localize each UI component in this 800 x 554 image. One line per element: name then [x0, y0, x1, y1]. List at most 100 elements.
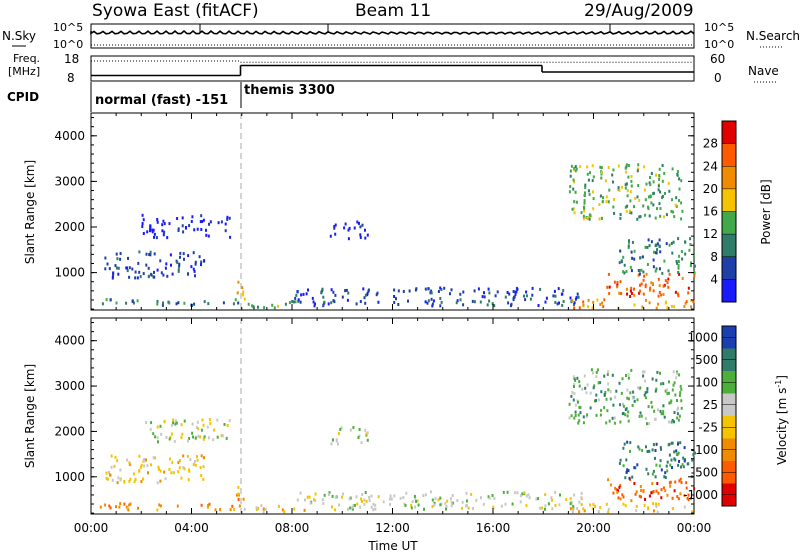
echo-cell — [606, 409, 609, 413]
echo-cell — [622, 446, 625, 450]
echo-cell — [579, 411, 582, 415]
echo-cell — [413, 494, 416, 498]
echo-cell — [645, 298, 647, 302]
echo-cell — [573, 200, 576, 204]
echo-cell — [651, 482, 654, 485]
echo-cell — [618, 461, 621, 465]
echo-cell — [161, 303, 164, 307]
echo-cell — [673, 411, 676, 414]
velocity-plot-frame — [90, 317, 695, 515]
echo-cell — [682, 456, 685, 460]
echo-cell — [669, 463, 672, 467]
echo-cell — [642, 490, 645, 494]
echo-cell — [639, 386, 642, 390]
echo-cell — [625, 163, 628, 167]
echo-cell — [693, 271, 696, 275]
echo-cell — [683, 459, 686, 463]
echo-cell — [603, 374, 606, 378]
echo-cell — [613, 280, 616, 284]
echo-cell — [658, 284, 661, 288]
echo-cell — [663, 475, 666, 479]
echo-cell — [440, 502, 443, 506]
echo-cell — [226, 424, 229, 427]
echo-cell — [628, 476, 631, 480]
echo-cell — [574, 190, 577, 194]
echo-cell — [675, 376, 678, 380]
echo-cell — [142, 477, 144, 481]
echo-cell — [539, 506, 542, 510]
echo-cell — [588, 192, 591, 196]
echo-cell — [347, 291, 350, 295]
echo-cell — [670, 458, 673, 462]
echo-cell — [619, 249, 622, 253]
echo-cell — [589, 391, 592, 395]
echo-cell — [629, 199, 632, 203]
echo-cell — [183, 257, 185, 261]
echo-cell — [571, 207, 574, 211]
echo-cell — [672, 240, 675, 244]
y-tick-label: 1000 — [54, 266, 85, 280]
echo-cell — [651, 472, 654, 476]
echo-cell — [558, 301, 560, 305]
echo-cell — [364, 301, 367, 305]
echo-cell — [126, 266, 128, 270]
echo-cell — [643, 188, 646, 192]
echo-cell — [200, 474, 203, 478]
echo-cell — [630, 175, 633, 178]
echo-cell — [583, 509, 586, 513]
echo-cell — [592, 502, 595, 506]
echo-cell — [152, 456, 155, 460]
echo-cell — [162, 301, 164, 305]
colorbar-swatch — [722, 234, 736, 258]
echo-cell — [675, 452, 678, 456]
echo-cell — [673, 215, 676, 219]
echo-cell — [630, 292, 633, 295]
echo-cell — [635, 504, 638, 508]
echo-cell — [633, 287, 635, 291]
echo-cell — [171, 460, 174, 464]
echo-cell — [653, 250, 655, 254]
echo-cell — [110, 454, 113, 458]
echo-cell — [293, 300, 295, 304]
echo-cell — [187, 478, 190, 482]
echo-cell — [680, 179, 683, 183]
echo-cell — [150, 421, 153, 425]
echo-cell — [123, 502, 126, 506]
echo-cell — [620, 185, 623, 189]
echo-cell — [393, 301, 396, 304]
echo-cell — [639, 411, 642, 415]
echo-cell — [190, 220, 193, 223]
colorbar-tick-label: 28 — [703, 137, 718, 151]
echo-cell — [666, 493, 669, 497]
echo-cell — [153, 232, 156, 236]
colorbar-frame — [721, 325, 737, 507]
echo-cell — [424, 287, 427, 291]
echo-cell — [200, 428, 203, 432]
echo-cell — [586, 383, 589, 387]
echo-cell — [449, 292, 451, 296]
echo-cell — [682, 465, 685, 469]
echo-cell — [662, 409, 665, 413]
echo-cell — [670, 241, 673, 245]
power-echo-cells — [101, 163, 696, 310]
echo-cell — [352, 504, 355, 507]
echo-cell — [666, 469, 669, 473]
echo-cell — [194, 274, 196, 278]
echo-cell — [408, 289, 411, 293]
echo-cell — [377, 300, 380, 304]
echo-cell — [676, 172, 679, 176]
echo-cell — [487, 287, 490, 291]
echo-cell — [128, 479, 131, 483]
echo-cell — [116, 257, 119, 261]
echo-cell — [512, 290, 515, 293]
echo-cell — [644, 396, 647, 400]
echo-cell — [345, 288, 348, 292]
echo-cell — [488, 496, 491, 500]
x-tick-label: 08:00 — [275, 521, 310, 535]
echo-cell — [483, 291, 485, 295]
echo-cell — [217, 221, 220, 225]
colorbar-tick-label: 1000 — [687, 330, 718, 344]
echo-cell — [650, 201, 653, 205]
echo-cell — [166, 236, 169, 240]
echo-cell — [656, 207, 658, 211]
